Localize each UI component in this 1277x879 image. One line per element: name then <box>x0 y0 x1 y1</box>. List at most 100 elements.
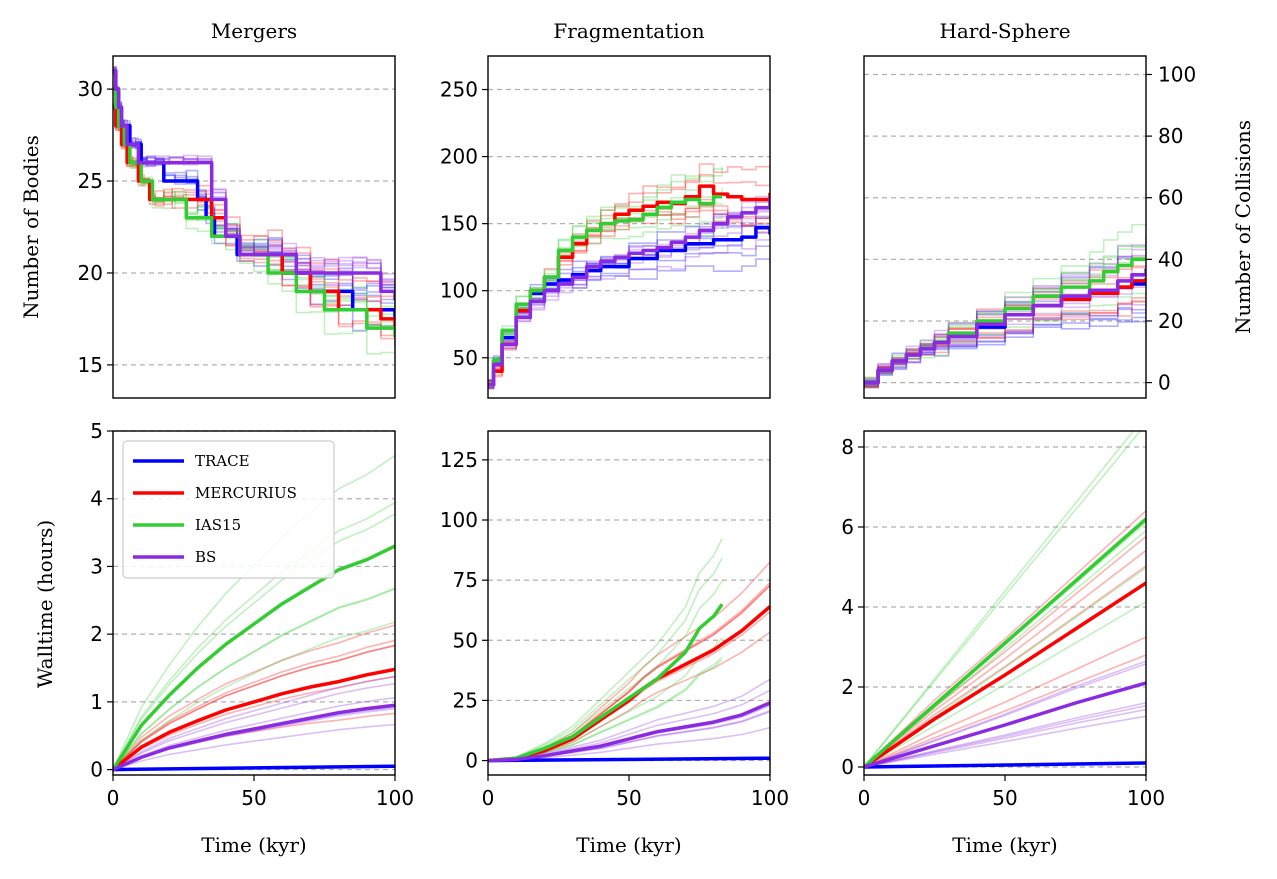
title-fragmentation: Fragmentation <box>553 19 704 43</box>
ytick-label-50: 50 <box>453 628 478 652</box>
ensemble-line-mercurius-3 <box>113 624 395 771</box>
ensemble-line-mercurius-5 <box>113 644 395 771</box>
ytick-label-250: 250 <box>440 78 478 102</box>
title-mergers: Mergers <box>211 19 297 43</box>
ytick-label-0: 0 <box>90 758 103 782</box>
series-line-trace <box>113 764 395 772</box>
ensemble-line-ias15-0 <box>864 431 1135 768</box>
xtick-label-50: 50 <box>616 786 641 810</box>
ensemble-line-trace-0 <box>864 253 1146 389</box>
ensemble-line-trace-4 <box>864 316 1146 384</box>
axes-frame <box>112 430 396 776</box>
ensemble-line-bs-4 <box>113 696 395 771</box>
ensemble-line-bs-0 <box>113 682 395 771</box>
ensemble-line-bs-0 <box>864 715 1146 768</box>
ensemble-line-ias15-5 <box>488 538 723 762</box>
ytick-label-25: 25 <box>453 688 478 712</box>
panel-fragmentation-bodies: 50 100 150 200 250 <box>440 55 771 399</box>
ytick-label-100: 100 <box>1158 62 1196 86</box>
ensemble-line-bs-4 <box>864 708 1146 768</box>
plot-area <box>864 431 1146 769</box>
ytick-label-100: 100 <box>440 279 478 303</box>
ytick-label-150: 150 <box>440 212 478 236</box>
plot-area <box>864 223 1146 389</box>
ytick-label-2: 2 <box>841 675 854 699</box>
ylabel-walltime: Walltime (hours) <box>33 520 57 688</box>
axes-frame <box>112 55 396 399</box>
ytick-label-60: 60 <box>1158 186 1183 210</box>
axes-frame <box>863 55 1147 399</box>
ensemble-line-ias15-4 <box>488 168 723 386</box>
ensemble-line-ias15-1 <box>864 431 1142 768</box>
xtick-label-100: 100 <box>376 786 414 810</box>
legend: TRACE MERCURIUS IAS15 BS <box>122 440 335 579</box>
series-line-bs <box>113 703 395 772</box>
xtick-label-100: 100 <box>1127 786 1165 810</box>
ensemble-line-bs-5 <box>864 660 1146 768</box>
panel-hard-sphere-walltime: 0 2 4 6 8 0 50 100 <box>841 430 1165 810</box>
legend-box <box>122 440 335 579</box>
ensemble-line-ias15-0 <box>488 166 723 385</box>
legend-label-bs: BS <box>195 548 216 566</box>
ensemble-line-bs-2 <box>864 705 1146 768</box>
xtick-label-50: 50 <box>992 786 1017 810</box>
xlabel-time-fragmentation: Time (kyr) <box>576 833 681 857</box>
panel-hard-sphere-collisions: 0 20 40 60 80 100 <box>863 55 1196 399</box>
ensemble-line-mercurius-2 <box>113 639 395 771</box>
ytick-label-50: 50 <box>453 346 478 370</box>
ytick-label-75: 75 <box>453 568 478 592</box>
ytick-label-15: 15 <box>78 353 103 377</box>
series-line-trace <box>488 756 770 763</box>
ytick-label-40: 40 <box>1158 247 1183 271</box>
ensemble-line-bs-1 <box>864 234 1146 385</box>
ytick-label-0: 0 <box>841 755 854 779</box>
legend-label-ias15: IAS15 <box>195 516 241 534</box>
series-line-mercurius <box>864 581 1146 769</box>
ytick-label-25: 25 <box>78 169 103 193</box>
ensemble-line-ias15-3 <box>113 621 395 771</box>
ytick-label-100: 100 <box>440 508 478 532</box>
ytick-label-20: 20 <box>78 261 103 285</box>
series-line-ias15 <box>864 517 1146 769</box>
axes-frame <box>487 55 771 399</box>
ensemble-line-ias15-3 <box>864 601 1146 768</box>
ytick-label-80: 80 <box>1158 124 1183 148</box>
ytick-label-0: 0 <box>1158 371 1171 395</box>
series-line-bs <box>113 68 395 301</box>
ytick-label-4: 4 <box>841 595 854 619</box>
ytick-label-125: 125 <box>440 448 478 472</box>
ytick-label-8: 8 <box>841 435 854 459</box>
ytick-label-1: 1 <box>90 690 103 714</box>
series-line-ias15 <box>488 195 723 387</box>
ensemble-line-ias15-0 <box>113 501 395 770</box>
series-line-bs <box>864 268 1146 385</box>
ensemble-line-ias15-4 <box>113 587 395 771</box>
ensemble-line-ias15-3 <box>113 87 395 364</box>
series-line-bs <box>488 196 770 387</box>
series-line-ias15 <box>488 603 724 763</box>
series-line-bs <box>488 701 770 763</box>
ensemble-line-mercurius-5 <box>864 260 1146 387</box>
ytick-label-30: 30 <box>78 77 103 101</box>
title-hard-sphere: Hard-Sphere <box>939 19 1070 43</box>
ensemble-line-mercurius-0 <box>864 510 1146 768</box>
series-line-ias15 <box>113 544 395 771</box>
xlabel-time-hard-sphere: Time (kyr) <box>952 833 1057 857</box>
ytick-label-6: 6 <box>841 515 854 539</box>
plot-area <box>488 163 770 390</box>
xtick-label-0: 0 <box>482 786 495 810</box>
ensemble-line-bs-2 <box>113 723 395 771</box>
ensemble-line-bs-3 <box>113 675 395 771</box>
ensemble-line-mercurius-0 <box>113 644 395 771</box>
series-line-trace <box>864 761 1146 769</box>
legend-label-mercurius: MERCURIUS <box>195 484 297 502</box>
legend-label-trace: TRACE <box>195 452 250 470</box>
plot-area <box>113 454 395 772</box>
series-line-bs <box>864 681 1146 769</box>
ytick-label-20: 20 <box>1158 309 1183 333</box>
ensemble-line-bs-3 <box>864 702 1146 768</box>
ensemble-line-ias15-2 <box>113 513 395 770</box>
xtick-label-0: 0 <box>107 786 120 810</box>
ytick-label-200: 200 <box>440 145 478 169</box>
